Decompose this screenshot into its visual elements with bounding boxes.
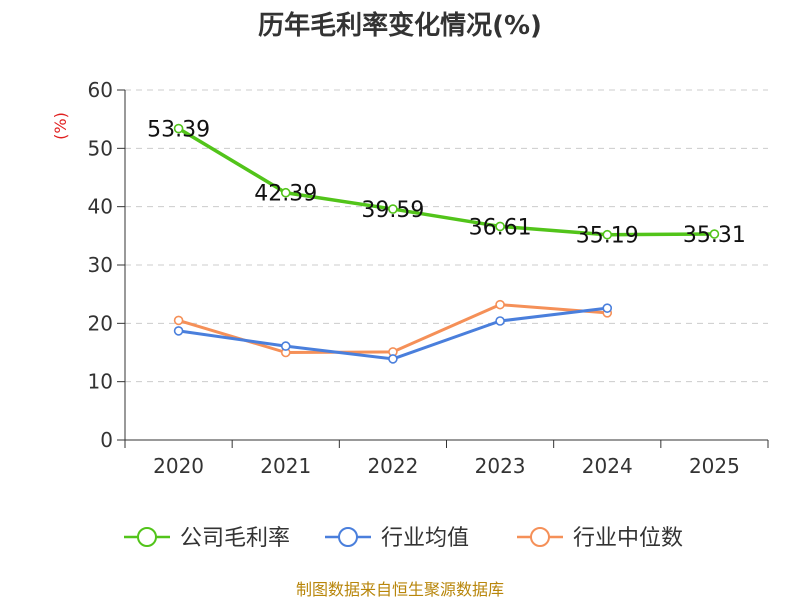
data-point bbox=[495, 316, 505, 326]
data-point bbox=[173, 315, 184, 326]
x-tick-label: 2025 bbox=[689, 454, 740, 478]
data-label: 39.59 bbox=[361, 198, 424, 223]
data-point bbox=[495, 221, 505, 232]
series-line bbox=[176, 126, 717, 237]
x-tick-label: 2023 bbox=[475, 454, 526, 478]
legend-marker bbox=[530, 527, 550, 547]
y-tick-label: 40 bbox=[88, 195, 113, 219]
data-labels: 53.39 42.39 39.59 36.61 35.19 35.31 bbox=[147, 118, 746, 249]
legend: 公司毛利率 行业均值 行业中位数 bbox=[124, 526, 683, 551]
data-point bbox=[388, 204, 398, 214]
data-point bbox=[173, 123, 184, 134]
y-tick-label: 0 bbox=[100, 428, 113, 452]
data-point bbox=[388, 354, 398, 364]
x-tick-label: 2024 bbox=[582, 454, 633, 478]
data-label: 53.39 bbox=[147, 118, 210, 143]
y-tick-label: 30 bbox=[88, 253, 113, 277]
x-tick-label: 2022 bbox=[367, 454, 418, 478]
data-point bbox=[709, 229, 720, 239]
y-axis-unit: (%) bbox=[51, 112, 70, 140]
y-tick-label: 20 bbox=[88, 311, 113, 335]
legend-label: 公司毛利率 bbox=[180, 526, 290, 551]
legend-label: 行业均值 bbox=[381, 526, 469, 551]
series-layer bbox=[173, 123, 720, 364]
grid-lines bbox=[125, 89, 768, 383]
data-point bbox=[602, 229, 613, 240]
data-point bbox=[173, 326, 184, 336]
series-line bbox=[177, 303, 609, 354]
y-tick-label: 50 bbox=[88, 136, 113, 160]
data-point bbox=[280, 187, 291, 198]
y-tick-label: 60 bbox=[88, 78, 113, 102]
data-label: 36.61 bbox=[469, 215, 532, 240]
data-label: 35.31 bbox=[683, 223, 746, 248]
legend-marker bbox=[137, 527, 157, 547]
data-point bbox=[495, 299, 505, 310]
data-point bbox=[602, 303, 613, 313]
data-label: 35.19 bbox=[576, 224, 639, 249]
axes: 0 10 20 30 40 50 60 2020 2021 2022 2023 2024 2025 bbox=[88, 78, 769, 478]
legend-marker bbox=[338, 527, 358, 547]
x-tick-label: 2020 bbox=[153, 454, 204, 478]
data-point bbox=[280, 341, 291, 351]
x-tick-label: 2021 bbox=[260, 454, 311, 478]
source-note: 制图数据来自恒生聚源数据库 bbox=[296, 580, 504, 599]
chart-title: 历年毛利率变化情况(%) bbox=[258, 10, 542, 41]
y-tick-label: 10 bbox=[88, 370, 113, 394]
data-label: 42.39 bbox=[254, 182, 317, 207]
legend-label: 行业中位数 bbox=[573, 526, 683, 551]
